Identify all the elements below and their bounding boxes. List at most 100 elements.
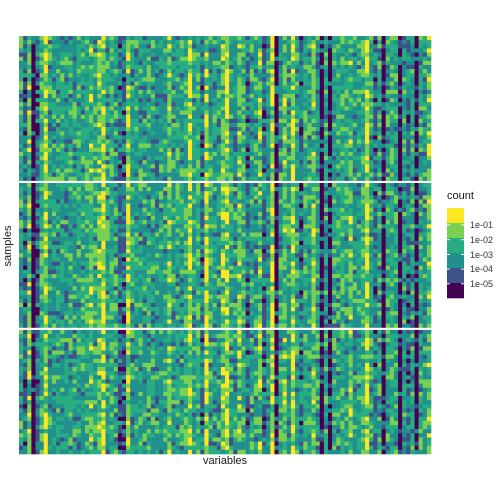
heatmap-cell [192, 56, 197, 62]
heatmap-cell [245, 135, 251, 140]
heatmap-cell [418, 131, 424, 136]
heatmap-cell [51, 64, 57, 70]
heatmap-cell [406, 182, 411, 188]
heatmap-cell [369, 131, 374, 136]
heatmap-cell [150, 164, 156, 169]
heatmap-cell [225, 56, 230, 62]
heatmap-cell [146, 93, 152, 99]
heatmap-cell [332, 176, 337, 182]
heatmap-cell [274, 73, 279, 78]
heatmap-cell [365, 73, 370, 78]
heatmap-cell [389, 160, 395, 165]
heatmap-cell [43, 85, 49, 91]
heatmap-cell [101, 60, 106, 66]
heatmap-cell [159, 147, 164, 153]
heatmap-cell [19, 236, 24, 242]
heatmap-cell [365, 151, 370, 157]
heatmap-cell [19, 151, 24, 157]
heatmap-cell [167, 69, 172, 74]
heatmap-cell [253, 151, 259, 157]
heatmap-cell [332, 240, 337, 246]
heatmap-cell [282, 40, 288, 45]
heatmap-cell [286, 172, 292, 178]
heatmap-cell [183, 176, 189, 182]
heatmap-cell [410, 182, 415, 188]
heatmap-cell [303, 199, 308, 204]
heatmap-cell [426, 207, 432, 213]
heatmap-cell [266, 48, 271, 53]
heatmap-cell [402, 89, 407, 95]
heatmap-cell [167, 211, 172, 217]
heatmap-cell [282, 151, 288, 157]
heatmap-cell [56, 232, 61, 238]
heatmap-cell [348, 69, 354, 74]
heatmap-cell [270, 176, 275, 182]
heatmap-cell [84, 199, 90, 204]
heatmap-cell [130, 98, 135, 103]
heatmap-cell [167, 172, 172, 178]
heatmap-cell [303, 164, 308, 169]
heatmap-cell [204, 172, 209, 178]
heatmap-cell [51, 156, 57, 161]
heatmap-cell [373, 236, 378, 242]
heatmap-cell [175, 228, 180, 233]
heatmap-cell [286, 151, 292, 157]
heatmap-cell [290, 139, 296, 144]
heatmap-cell [150, 220, 156, 225]
heatmap-cell [282, 236, 288, 242]
heatmap-cell [286, 81, 292, 86]
heatmap-cell [183, 191, 189, 196]
heatmap-cell [426, 98, 432, 103]
heatmap-cell [426, 89, 432, 95]
heatmap-cell [348, 85, 354, 91]
heatmap-cell [410, 89, 415, 95]
heatmap-cell [290, 220, 296, 225]
heatmap-cell [286, 52, 292, 57]
heatmap-cell [159, 40, 164, 45]
heatmap-cell [113, 211, 119, 217]
heatmap-cell [204, 73, 209, 78]
heatmap-cell [381, 60, 386, 66]
heatmap-cell [113, 36, 119, 41]
heatmap-cell [340, 168, 345, 173]
heatmap-cell [307, 143, 312, 149]
heatmap-cell [208, 122, 213, 128]
heatmap-cell [278, 77, 283, 82]
heatmap-cell [237, 135, 242, 140]
heatmap-cell [336, 44, 341, 49]
heatmap-cell [187, 110, 193, 115]
heatmap-cell [89, 240, 94, 246]
heatmap-cell [389, 240, 395, 246]
heatmap-cell [187, 220, 193, 225]
heatmap-cell [35, 40, 40, 45]
heatmap-cell [113, 127, 119, 132]
heatmap-cell [233, 211, 238, 217]
heatmap-cell [282, 56, 288, 62]
heatmap-cell [307, 224, 312, 229]
heatmap-cell [138, 122, 143, 128]
heatmap-cell [150, 102, 156, 107]
heatmap-cell [262, 73, 267, 78]
heatmap-cell [109, 187, 115, 192]
heatmap-cell [381, 143, 386, 149]
heatmap-cell [245, 168, 251, 173]
heatmap-cell [369, 139, 374, 144]
heatmap-cell [93, 176, 98, 182]
heatmap-cell [47, 236, 53, 242]
heatmap-cell [229, 106, 234, 111]
heatmap-cell [175, 77, 180, 82]
heatmap-cell [19, 232, 24, 238]
heatmap-cell [282, 207, 288, 213]
heatmap-cell [163, 160, 168, 165]
heatmap-cell [39, 131, 45, 136]
heatmap-cell [315, 211, 321, 217]
heatmap-cell [212, 176, 218, 182]
heatmap-cell [418, 156, 424, 161]
heatmap-cell [262, 195, 267, 200]
heatmap-cell [257, 81, 263, 86]
heatmap-cell [311, 89, 316, 95]
heatmap-cell [356, 93, 362, 99]
heatmap-cell [245, 232, 251, 238]
heatmap-cell [377, 127, 382, 132]
heatmap-cell [183, 147, 189, 153]
